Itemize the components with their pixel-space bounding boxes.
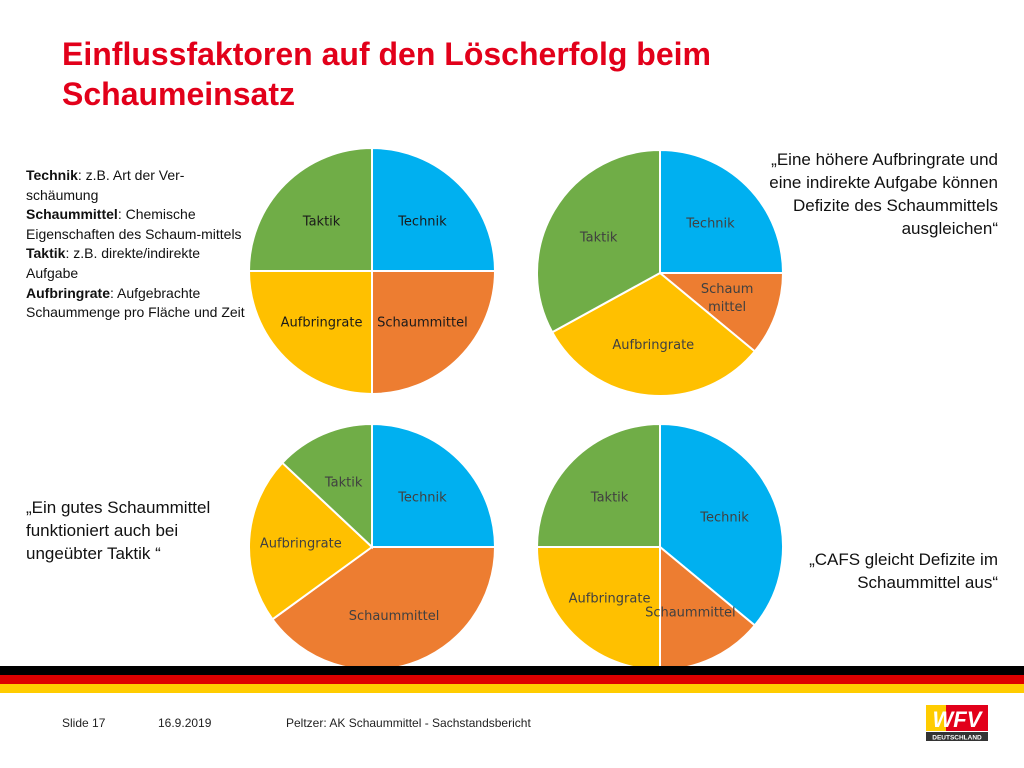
desc-taktik: : z.B. direkte/indirekte Aufgabe xyxy=(26,245,201,281)
pie-1-slice-aufbringrate xyxy=(247,270,373,396)
pie-3-slice-technik xyxy=(371,422,497,548)
stripe-red xyxy=(0,675,1024,684)
pie-4-label-schaummittel: Schaummittel xyxy=(645,606,736,621)
pie-1-label-taktik: Taktik xyxy=(302,215,341,230)
presenter: Peltzer: AK Schaummittel - Sachstandsber… xyxy=(286,716,531,730)
stripe-black xyxy=(0,666,1024,675)
pie-4-label-taktik: Taktik xyxy=(590,491,629,506)
pie-3-slice-schaummittel xyxy=(271,546,497,671)
slide-title: Einflussfaktoren auf den Löscherfolg bei… xyxy=(62,36,711,112)
desc-aufbringrate: : Aufgebrachte Schaummenge pro Fläche un… xyxy=(26,284,245,321)
term-technik: Technik xyxy=(26,167,78,183)
quote-cafs: „CAFS gleicht Defizite im Schaummittel a… xyxy=(809,550,998,592)
pie-3-slice-taktik xyxy=(280,422,373,550)
pie-2-slice-aufbringrate xyxy=(550,271,757,397)
pie-4-slice-aufbringrate xyxy=(535,546,661,672)
logo-accent xyxy=(926,705,946,731)
pie-3-label-aufbringrate: Aufbringrate xyxy=(260,537,342,552)
pie-3-label-schaummittel: Schaummittel xyxy=(349,609,440,624)
term-aufbringrate: Aufbringrate xyxy=(26,284,110,301)
pie-chart-3: Technik Schaummittel Aufbringrate Taktik xyxy=(248,422,497,671)
stripe-gold xyxy=(0,684,1024,693)
pie-chart-2: Technik Schaum mittel Aufbringrate Taktik xyxy=(536,148,785,397)
pie-3-label-technik: Technik xyxy=(397,491,447,506)
term-schaummittel: Schaummittel xyxy=(26,206,118,223)
pie-1-label-schaummittel: Schaummittel xyxy=(377,315,468,330)
pie-2-slice-schaum-mittel xyxy=(657,272,785,353)
pie-1-slice-taktik xyxy=(247,146,373,272)
pie-4-slice-technik xyxy=(659,422,784,627)
desc-schaummittel: : Chemische Eigenschaften des Schaum-mit… xyxy=(26,206,242,242)
pie-3-label-taktik: Taktik xyxy=(324,476,363,491)
pie-3-slice-aufbringrate xyxy=(248,461,374,621)
wfv-logo: WFV DEUTSCHLAND xyxy=(924,703,990,743)
pie-2-slice-taktik xyxy=(536,148,661,334)
flag-stripes xyxy=(0,666,1024,693)
quote-schaummittel: „Ein gutes Schaummittel funktioniert auc… xyxy=(26,498,211,563)
logo-text: WFV xyxy=(933,707,984,732)
pie-4-label-technik: Technik xyxy=(699,511,749,526)
quote-aufbringrate: „Eine höhere Aufbringrate und eine indir… xyxy=(769,150,998,238)
pie-2-slice-technik xyxy=(659,148,785,274)
pie-2-label-taktik: Taktik xyxy=(579,231,618,246)
factor-definitions: Technik: z.B. Art der Ver-schäumung Scha… xyxy=(26,166,251,323)
desc-technik: : z.B. Art der Ver-schäumung xyxy=(26,167,185,203)
slide-number: Slide 17 xyxy=(62,716,106,730)
slide-date: 16.9.2019 xyxy=(158,716,212,730)
pie-2-label-schaum-mittel: Schaum mittel xyxy=(701,282,754,315)
pie-1-slice-technik xyxy=(371,146,497,272)
pie-4-label-aufbringrate: Aufbringrate xyxy=(569,591,651,606)
pie-1-label-technik: Technik xyxy=(397,215,447,230)
pie-chart-1: Technik Schaummittel Aufbringrate Taktik xyxy=(247,146,497,396)
logo-subtext: DEUTSCHLAND xyxy=(932,735,982,742)
pie-2-label-technik: Technik xyxy=(685,217,735,232)
pie-2-label-aufbringrate: Aufbringrate xyxy=(612,338,694,353)
pie-4-slice-taktik xyxy=(535,422,661,548)
term-taktik: Taktik xyxy=(26,245,66,262)
pie-1-slice-schaummittel xyxy=(371,270,497,396)
pie-1-label-aufbringrate: Aufbringrate xyxy=(281,315,363,330)
